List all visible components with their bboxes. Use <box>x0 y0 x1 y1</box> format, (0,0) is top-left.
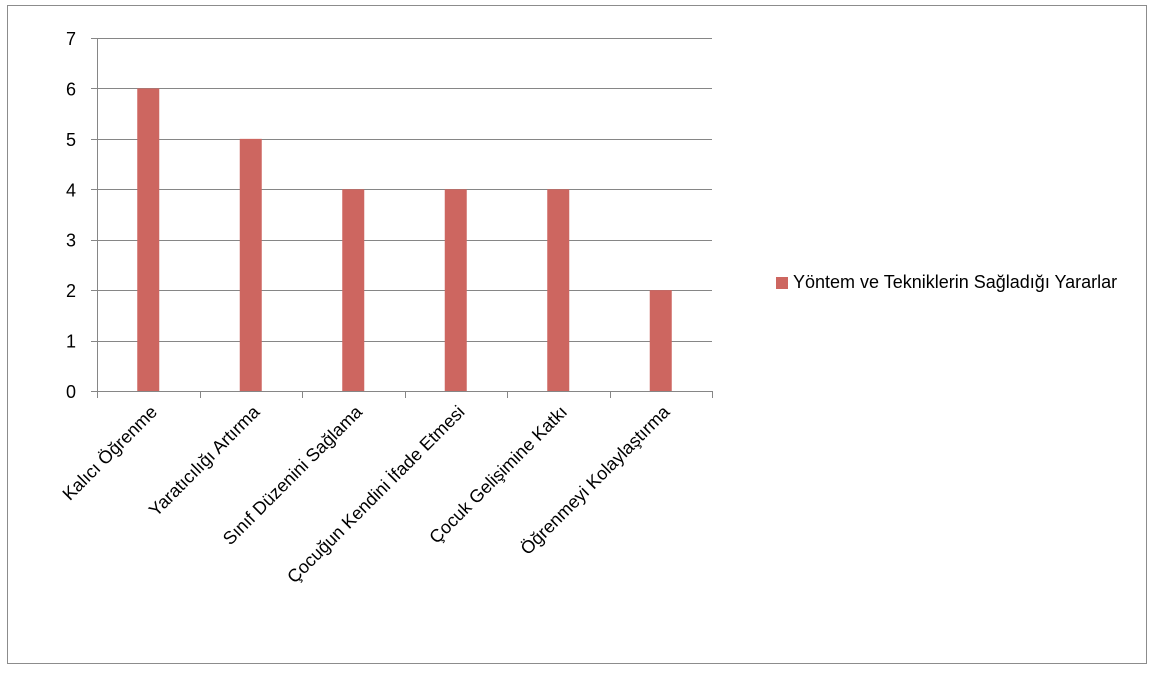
axes <box>91 38 713 398</box>
legend-swatch <box>776 277 788 289</box>
gridlines <box>97 38 712 342</box>
y-tick-label: 4 <box>66 180 76 200</box>
bar <box>342 189 365 391</box>
bar <box>444 189 467 391</box>
y-tick-label: 7 <box>66 29 76 49</box>
bar <box>239 138 262 391</box>
y-tick-label: 5 <box>66 130 76 150</box>
chart-frame <box>7 5 1147 664</box>
y-tick-label: 6 <box>66 79 76 99</box>
y-tick-label: 2 <box>66 281 76 301</box>
legend-label: Yöntem ve Tekniklerin Sağladığı Yararlar <box>793 272 1118 292</box>
y-tick-label: 3 <box>66 231 76 251</box>
bars <box>137 88 672 391</box>
x-category-label: Kalıcı Öğrenme <box>59 402 162 505</box>
bar <box>649 290 672 391</box>
y-tick-label: 0 <box>66 382 76 402</box>
y-tick-labels: 0 1 2 3 4 5 6 7 <box>66 29 76 402</box>
bar <box>547 189 570 391</box>
legend: Yöntem ve Tekniklerin Sağladığı Yararlar <box>776 268 1146 296</box>
bar <box>137 88 160 391</box>
x-category-label: Yaratıcılığı Artırma <box>145 401 264 520</box>
x-category-label: Çocuğun Kendini İfade Etmesi <box>283 402 468 587</box>
y-tick-label: 1 <box>66 332 76 352</box>
